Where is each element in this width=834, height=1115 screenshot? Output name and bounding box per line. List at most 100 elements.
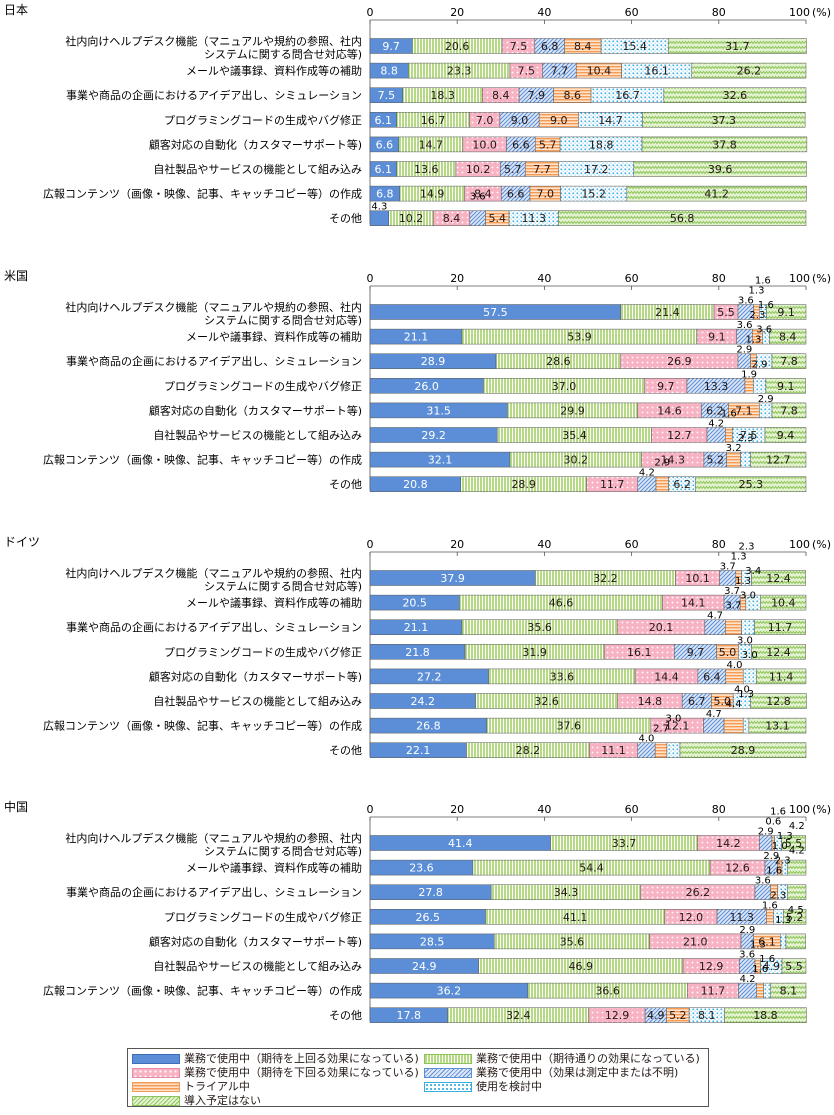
data-label: 35.6 (560, 935, 585, 948)
data-label: 1.6 (752, 964, 768, 975)
data-label: 35.4 (562, 429, 587, 442)
category-label: プログラミングコードの生成やバグ修正 (164, 645, 362, 659)
legend-swatch-exceeds (132, 1054, 180, 1064)
legend-item-as-expected: 業務で使用中（期待通りの効果になっている) (424, 1052, 700, 1066)
legend-swatch-no-plan (132, 1096, 180, 1106)
x-tick-label: 20 (450, 6, 464, 19)
x-tick-label: 100 (789, 538, 810, 551)
bar-segment (771, 353, 807, 369)
data-label: 10.1 (685, 572, 710, 585)
data-label: 28.9 (511, 478, 536, 491)
data-label: 6.8 (376, 188, 394, 201)
data-label: 6.6 (507, 188, 525, 201)
category-label: プログラミングコードの生成やバグ修正 (164, 379, 362, 393)
data-label: 32.1 (428, 454, 453, 467)
data-label: 21.1 (404, 331, 429, 344)
data-label: 5.5 (717, 306, 735, 319)
data-label: 5.5 (785, 837, 803, 850)
bar-segment (626, 185, 807, 202)
data-label: 9.4 (777, 429, 795, 442)
data-label: 3.6 (737, 320, 753, 331)
panel-1: 米国 0 20 40 60 80 100 (%) 社内向けヘルプデスク機能（マニュアルや規約の参… (4, 269, 831, 492)
data-label: 5.2 (669, 1009, 687, 1022)
data-label: 1.3 (775, 915, 791, 926)
data-label: 10.2 (466, 163, 491, 176)
data-label: 2.9 (758, 827, 774, 838)
data-label: 1.6 (770, 807, 786, 818)
data-label: 4.2 (740, 974, 756, 985)
data-label: 1.0 (772, 841, 788, 852)
data-label: 2.3 (738, 433, 754, 444)
legend-item-unknown: 業務で使用中（効果は測定中または不明) (424, 1066, 678, 1080)
x-tick-label: 60 (625, 6, 639, 19)
x-tick-label: 20 (450, 272, 464, 285)
bar-segment (741, 619, 755, 635)
x-tick-label: 40 (537, 6, 551, 19)
category-label: 顧客対応の自動化（カスタマーサポート等) (149, 669, 362, 683)
bar-segment (706, 427, 726, 443)
data-label: 29.9 (560, 404, 585, 417)
category-label: 広報コンテンツ（画像・映像、記事、キャッチコピー等）の作成 (43, 719, 362, 733)
data-label: 26.0 (414, 380, 439, 393)
data-label: 6.6 (512, 138, 530, 151)
category-label: 広報コンテンツ（画像・映像、記事、キャッチコピー等）の作成 (43, 453, 362, 467)
data-label: 31.7 (725, 40, 750, 53)
data-label: 34.3 (554, 886, 579, 899)
data-label: 33.6 (550, 670, 575, 683)
data-label: 32.4 (506, 1009, 531, 1022)
data-label: 5.7 (504, 163, 522, 176)
bar-segment (725, 427, 733, 443)
data-label: 37.8 (712, 138, 737, 151)
category-label: メールや議事録、資料作成等の補助 (186, 330, 362, 344)
data-label: 36.6 (595, 985, 620, 998)
data-label: 8.4 (474, 188, 492, 201)
data-label: 7.5 (378, 89, 396, 102)
legend-item-exceeds: 業務で使用中（期待を上回る効果になっている) (132, 1052, 419, 1066)
data-label: 2.9 (739, 925, 755, 936)
data-label: 2.9 (736, 345, 752, 356)
bar-segment (737, 353, 751, 369)
x-tick-label: 80 (712, 538, 726, 551)
data-label: 1.3 (731, 552, 747, 563)
data-label: 4.2 (639, 468, 655, 479)
data-label: 1.6 (759, 954, 775, 965)
bar-segment (766, 304, 807, 320)
panel-3: 中国 0 20 40 60 80 100 (%) 社内向けヘルプデスク機能（マニュアルや規約の参… (4, 799, 831, 1023)
legend-item-no-plan: 導入予定はない (132, 1094, 261, 1108)
x-unit-label: (%) (812, 6, 831, 19)
data-label: 12.4 (766, 572, 791, 585)
data-label: 16.7 (421, 114, 446, 127)
category-label: メールや議事録、資料作成等の補助 (186, 64, 362, 78)
legend-swatch-as-expected (424, 1054, 472, 1064)
data-label: 22.1 (406, 744, 431, 757)
data-label: 12.8 (766, 695, 791, 708)
data-label: 7.5 (510, 40, 528, 53)
data-label: 11.3 (729, 911, 754, 924)
x-tick-label: 100 (789, 272, 810, 285)
data-label: 11.7 (600, 478, 625, 491)
data-label: 21.0 (683, 935, 708, 948)
data-label: 17.2 (584, 163, 609, 176)
bar-segment (642, 112, 806, 128)
category-label: 社内向けヘルプデスク機能（マニュアルや規約の参照、社内 (65, 831, 362, 845)
data-label: 13.3 (704, 380, 729, 393)
category-label: 自社製品やサービスの機能として組み込み (153, 428, 362, 442)
data-label: 3.7 (725, 601, 741, 612)
bar-segment (781, 958, 807, 974)
category-label: メールや議事録、資料作成等の補助 (186, 596, 362, 610)
x-tick-label: 80 (712, 6, 726, 19)
data-label: 3.4 (745, 566, 761, 577)
bar-segment (655, 476, 669, 492)
data-label: 46.6 (549, 597, 574, 610)
data-label: 23.6 (409, 862, 434, 875)
data-label: 1.3 (738, 689, 754, 700)
panel-country-label: ドイツ (4, 535, 40, 549)
category-label: 自社製品やサービスの機能として組み込み (153, 162, 362, 176)
category-label: プログラミングコードの生成やバグ修正 (164, 910, 362, 924)
data-label: 4.7 (707, 611, 723, 622)
x-tick-label: 0 (367, 272, 374, 285)
data-label: 29.2 (421, 429, 446, 442)
bar-segment (766, 909, 774, 925)
data-label: 4.5 (788, 905, 804, 916)
